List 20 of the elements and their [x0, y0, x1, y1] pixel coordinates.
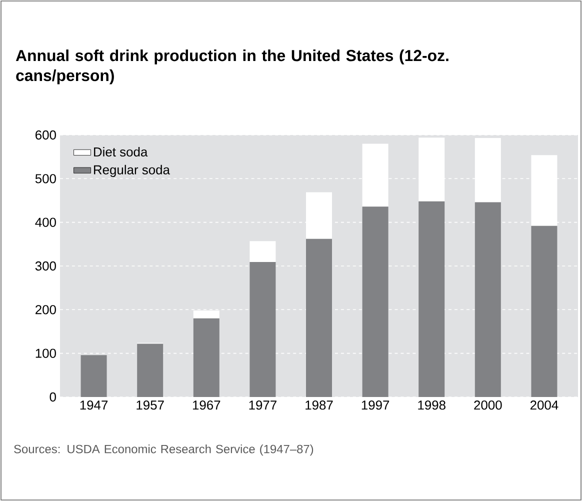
source-note: Sources: USDA Economic Research Service (1947–87): [14, 444, 314, 456]
legend-label: Regular soda: [94, 164, 170, 177]
y-tick-label: 100: [36, 348, 56, 358]
x-tick-label: 1987: [306, 400, 333, 410]
y-tick-label: 200: [36, 305, 56, 314]
y-tick-label: 600: [36, 130, 56, 140]
y-tick-label: 0: [50, 392, 56, 402]
y-tick-label: 300: [35, 261, 56, 271]
chart-title: Annual soft drink production in the United States (12-oz. cans/person): [16, 50, 448, 84]
x-tick-label: 2004: [530, 400, 558, 410]
y-tick-label: 500: [35, 174, 56, 184]
x-tick-label: 1947: [80, 400, 108, 410]
x-tick-label: 1957: [136, 400, 164, 410]
x-tick-label: 1998: [418, 400, 446, 410]
legend-label: Diet soda: [94, 147, 148, 157]
x-tick-label: 2000: [474, 400, 502, 410]
x-tick-label: 1997: [362, 400, 390, 410]
y-tick-label: 400: [35, 218, 56, 227]
x-tick-label: 1977: [249, 400, 276, 410]
x-tick-label: 1967: [192, 400, 220, 410]
